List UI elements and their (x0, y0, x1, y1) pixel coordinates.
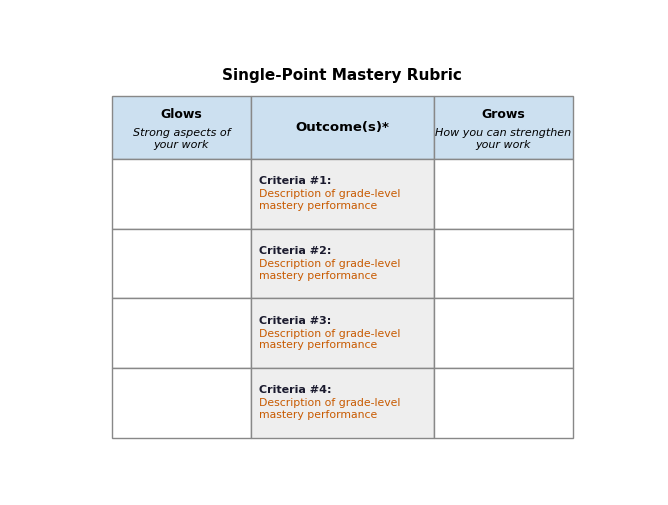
Bar (112, 229, 250, 298)
Bar (112, 368, 250, 438)
Bar (434, 159, 572, 229)
Text: Criteria #3:: Criteria #3: (259, 316, 331, 326)
Bar (250, 159, 434, 229)
Text: Glows: Glows (160, 108, 202, 121)
Text: Criteria #4:: Criteria #4: (259, 385, 331, 395)
Bar (434, 229, 572, 298)
Text: Outcome(s)*: Outcome(s)* (295, 121, 389, 134)
Text: How you can strengthen
your work: How you can strengthen your work (436, 128, 571, 149)
Text: Description of grade-level
mastery performance: Description of grade-level mastery perfo… (259, 259, 400, 280)
Text: Strong aspects of
your work: Strong aspects of your work (133, 128, 230, 149)
Text: Grows: Grows (482, 108, 525, 121)
Bar (250, 95, 434, 159)
Text: Description of grade-level
mastery performance: Description of grade-level mastery perfo… (259, 398, 400, 420)
Bar (250, 298, 434, 368)
Bar (112, 298, 250, 368)
Text: Criteria #1:: Criteria #1: (259, 176, 331, 186)
Text: Single-Point Mastery Rubric: Single-Point Mastery Rubric (222, 68, 462, 83)
Text: Description of grade-level
mastery performance: Description of grade-level mastery perfo… (259, 189, 400, 211)
Text: Criteria #2:: Criteria #2: (259, 246, 331, 256)
Text: Description of grade-level
mastery performance: Description of grade-level mastery perfo… (259, 329, 400, 350)
Bar (112, 95, 250, 159)
Bar (250, 368, 434, 438)
Bar (112, 159, 250, 229)
Bar (434, 368, 572, 438)
Bar (434, 95, 572, 159)
Bar (434, 298, 572, 368)
Bar (250, 229, 434, 298)
